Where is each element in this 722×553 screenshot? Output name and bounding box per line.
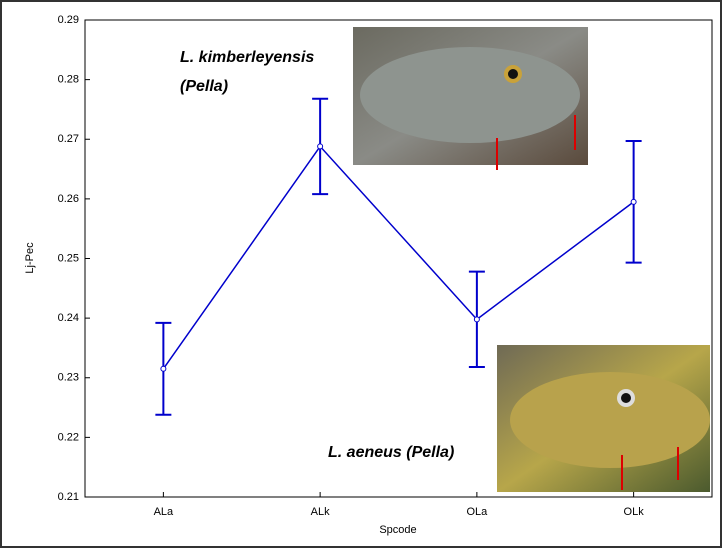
y-tick-label: 0.29 [58, 14, 79, 26]
annotation: (Pella) [180, 78, 228, 95]
y-tick-label: 0.26 [58, 193, 79, 205]
point [160, 365, 167, 372]
y-tick-label: 0.23 [58, 372, 79, 384]
y-tick-label: 0.25 [58, 252, 79, 264]
y-tick-label: 0.22 [58, 431, 79, 443]
series-line [162, 145, 635, 370]
x-tick-label: ALk [311, 506, 330, 518]
x-tick-label: OLa [466, 506, 488, 518]
y-tick-label: 0.21 [58, 491, 79, 503]
y-tick-label: 0.27 [58, 133, 79, 145]
photo-aeneus [497, 345, 710, 492]
point [630, 198, 637, 205]
point [473, 316, 480, 323]
y-tick-label: 0.24 [58, 312, 79, 324]
x-tick-label: OLk [624, 506, 645, 518]
photo-kimberleyensis [353, 27, 588, 170]
y-tick-label: 0.28 [58, 74, 79, 86]
annotation: L. aeneus (Pella) [328, 444, 454, 461]
x-tick-label: ALa [154, 506, 174, 518]
x-axis-label: Spcode [379, 524, 416, 536]
point [317, 143, 324, 150]
annotation: L. kimberleyensis [180, 49, 314, 66]
y-axis-label: Lj-Pec [24, 242, 36, 274]
